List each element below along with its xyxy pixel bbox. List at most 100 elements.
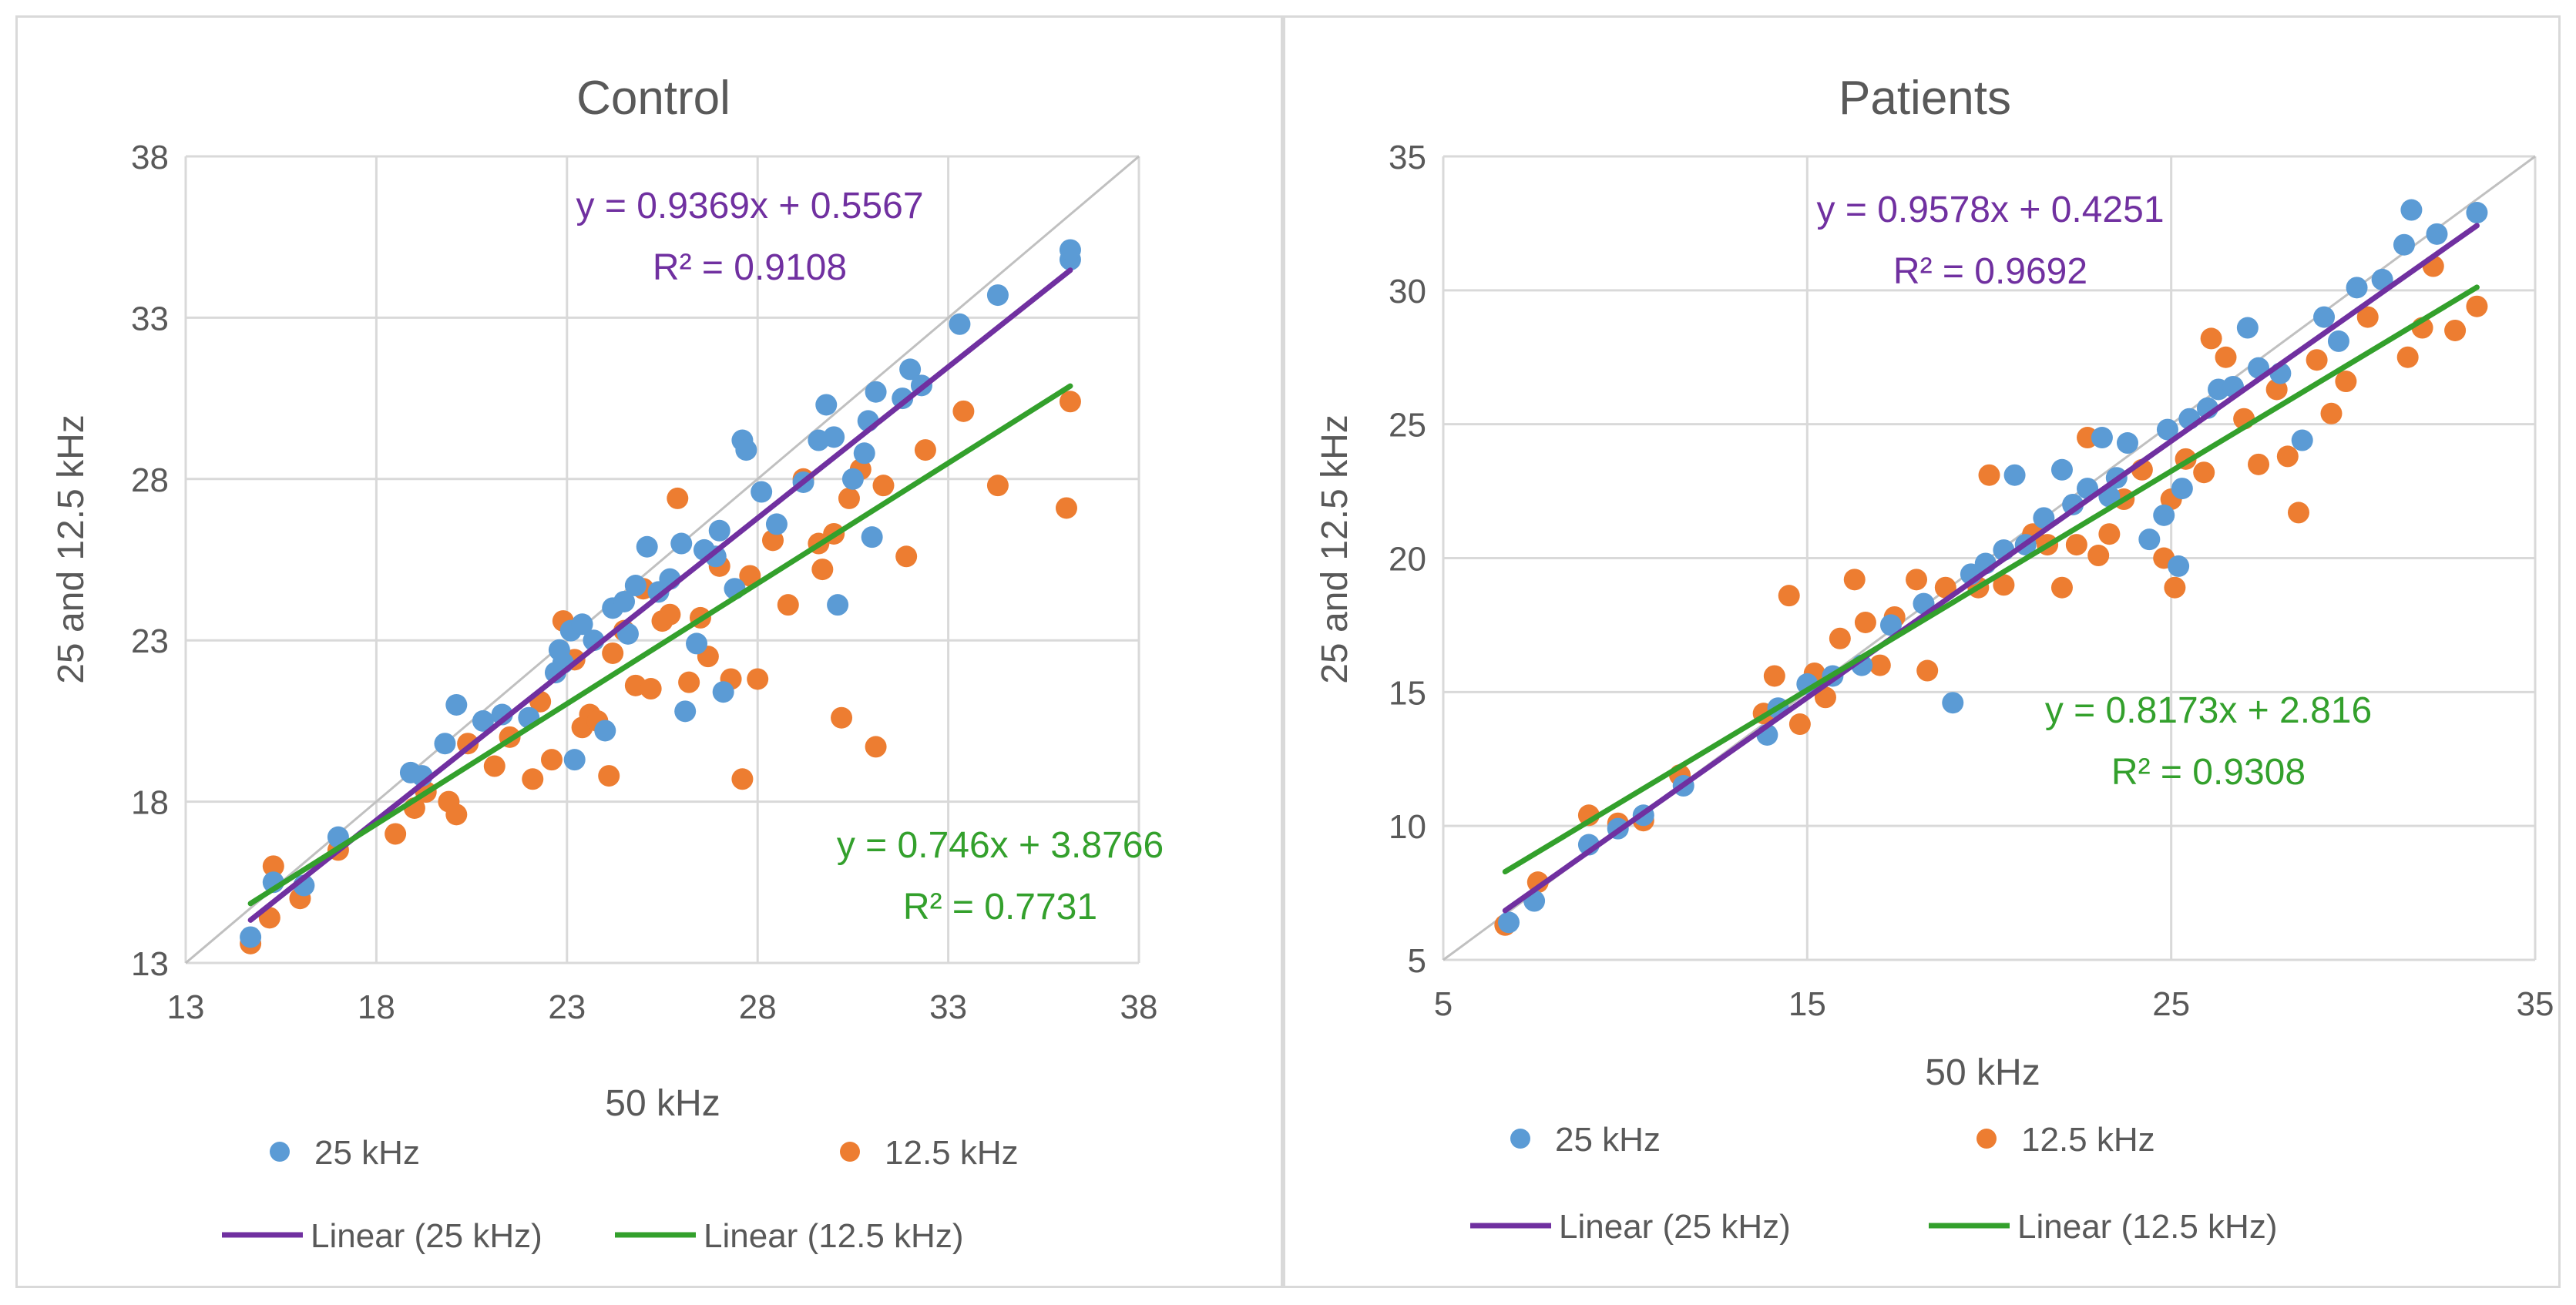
y-axis-label: 25 and 12.5 kHz (1315, 414, 1355, 684)
point-12-5-khz (2466, 295, 2488, 317)
point-25-khz (240, 926, 262, 948)
trend-25-r2: R² = 0.9692 (1893, 251, 2087, 292)
point-12-5-khz (2065, 534, 2087, 556)
point-12-5-khz (1788, 713, 1811, 736)
point-25-khz (2393, 233, 2415, 256)
y-tick-label: 25 (1389, 407, 1426, 445)
point-25-khz (823, 426, 845, 448)
legend-label-12-5: 12.5 kHz (885, 1134, 1019, 1172)
y-tick-label: 13 (131, 945, 169, 983)
point-12-5-khz (678, 671, 700, 693)
x-tick-label: 35 (2517, 985, 2554, 1023)
point-12-5-khz (2320, 402, 2343, 424)
point-25-khz (670, 532, 693, 555)
point-25-khz (2313, 306, 2336, 328)
point-12-5-khz (1763, 665, 1785, 687)
y-tick-label: 15 (1389, 674, 1426, 712)
point-12-5-khz (1526, 871, 1549, 894)
point-25-khz (2291, 429, 2313, 451)
tick-labels: 5 10 15 20 25 30 35 5 15 25 35 (1389, 139, 2554, 1023)
y-tick-label: 5 (1408, 942, 1426, 980)
point-12-5-khz (731, 768, 754, 790)
point-12-5-khz (1843, 569, 1866, 591)
point-12-5-khz (777, 594, 799, 616)
point-12-5-khz (1055, 497, 1077, 519)
point-25-khz (827, 594, 849, 616)
y-tick-label: 38 (131, 139, 169, 176)
chart-title: Patients (1839, 72, 2011, 125)
point-25-khz (2050, 458, 2073, 481)
point-25-khz (853, 442, 875, 465)
point-25-khz (2003, 464, 2026, 486)
x-tick-label: 13 (167, 988, 205, 1026)
point-25-khz (815, 394, 838, 416)
point-12-5-khz (2287, 502, 2309, 524)
point-25-khz (2327, 330, 2349, 352)
point-25-khz (2091, 427, 2113, 449)
point-25-khz (2156, 418, 2178, 441)
trend-12-5-r2: R² = 0.7731 (903, 887, 1097, 928)
point-25-khz (636, 535, 658, 558)
x-axis-label: 50 kHz (1925, 1052, 2040, 1093)
trend-25-equation: y = 0.9369x + 0.5567 (576, 186, 923, 226)
y-axis-label: 25 and 12.5 kHz (51, 414, 92, 684)
point-25-khz (2371, 268, 2393, 290)
trend-25-equation: y = 0.9578x + 0.4251 (1816, 190, 2164, 230)
trend-12-5-equation: y = 0.8173x + 2.816 (2045, 690, 2372, 731)
point-25-khz (2171, 478, 2193, 500)
point-25-khz (434, 733, 456, 755)
legend-label-linear-12-5: Linear (12.5 kHz) (704, 1217, 963, 1255)
chart-panel-patients: Patients 5 10 15 20 25 30 35 5 15 25 35 50 kHz 25 … (1283, 15, 2561, 1288)
point-12-5-khz (1854, 611, 1876, 633)
trendline-25-khz (1502, 223, 2480, 914)
point-25-khz (571, 613, 593, 636)
point-25-khz (563, 749, 586, 771)
legend-label-25: 25 kHz (1555, 1121, 1661, 1159)
point-25-khz (892, 387, 914, 410)
x-tick-label: 33 (929, 988, 967, 1026)
y-tick-label: 30 (1389, 273, 1426, 310)
x-tick-label: 5 (1434, 985, 1453, 1023)
point-12-5-khz (761, 529, 784, 552)
point-25-khz (2466, 202, 2488, 224)
point-12-5-khz (831, 706, 853, 729)
point-25-khz (899, 358, 922, 381)
point-25-khz (472, 710, 494, 732)
point-12-5-khz (2087, 545, 2110, 567)
point-12-5-khz (1916, 659, 1939, 682)
point-12-5-khz (598, 765, 620, 787)
point-12-5-khz (2265, 378, 2288, 401)
point-12-5-khz (1978, 464, 2000, 486)
legend-label-25: 25 kHz (314, 1134, 420, 1172)
point-12-5-khz (2098, 523, 2121, 545)
point-25-khz (2346, 277, 2368, 299)
point-12-5-khz (445, 803, 468, 826)
point-25-khz (686, 632, 708, 655)
tick-labels: 13 18 23 28 33 38 13 18 23 28 33 38 (131, 139, 1157, 1026)
point-25-khz (674, 700, 697, 723)
point-12-5-khz (1814, 686, 1836, 709)
x-tick-label: 18 (358, 988, 395, 1026)
point-12-5-khz (2248, 453, 2270, 475)
trend-12-5-equation: y = 0.746x + 3.8766 (837, 825, 1164, 866)
x-tick-label: 25 (2152, 985, 2190, 1023)
point-25-khz (949, 313, 971, 335)
trend-25-r2: R² = 0.9108 (653, 247, 847, 288)
point-25-khz (613, 590, 636, 612)
point-25-khz (2116, 432, 2138, 455)
point-12-5-khz (1906, 569, 1928, 591)
point-25-khz (1059, 239, 1081, 261)
point-25-khz (2236, 317, 2259, 339)
data-points (240, 239, 1081, 954)
point-12-5-khz (483, 755, 505, 777)
point-12-5-khz (872, 475, 895, 497)
point-25-khz (765, 513, 788, 535)
point-12-5-khz (1934, 576, 1956, 599)
legend: 25 kHz 12.5 kHz Linear (25 kHz) Linear (… (1470, 1121, 2277, 1246)
point-25-khz (712, 681, 734, 703)
point-25-khz (704, 545, 727, 568)
chart-title: Control (576, 72, 730, 125)
point-25-khz (1942, 692, 1964, 714)
point-12-5-khz (838, 487, 860, 509)
